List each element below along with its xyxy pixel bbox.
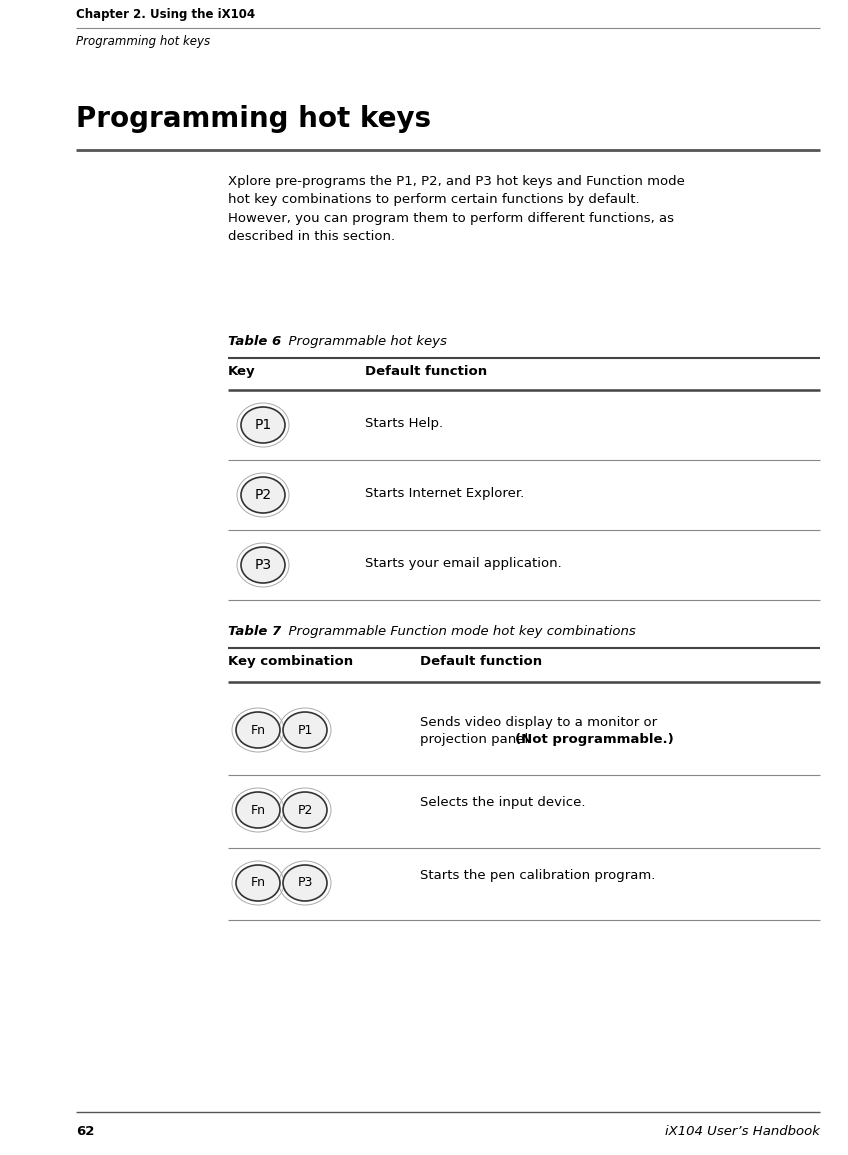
Text: Xplore pre-programs the P1, P2, and P3 hot keys and Function mode
hot key combin: Xplore pre-programs the P1, P2, and P3 h… (228, 176, 685, 244)
Ellipse shape (236, 792, 280, 828)
Text: Starts the pen calibration program.: Starts the pen calibration program. (420, 869, 656, 882)
Text: P2: P2 (298, 804, 313, 817)
Text: (Not programmable.): (Not programmable.) (516, 733, 674, 746)
Text: Programming hot keys: Programming hot keys (76, 105, 431, 133)
Text: Default function: Default function (365, 365, 487, 378)
Text: P1: P1 (298, 723, 313, 737)
Text: 62: 62 (76, 1125, 94, 1138)
Text: projection panel.: projection panel. (420, 733, 537, 746)
Text: Programmable Function mode hot key combinations: Programmable Function mode hot key combi… (280, 625, 636, 638)
Ellipse shape (283, 792, 327, 828)
Text: Key: Key (228, 365, 255, 378)
Ellipse shape (236, 711, 280, 748)
Text: Key combination: Key combination (228, 655, 353, 668)
Text: P3: P3 (298, 877, 313, 889)
Text: Fn: Fn (250, 877, 265, 889)
Ellipse shape (283, 865, 327, 901)
Text: Fn: Fn (250, 723, 265, 737)
Text: Starts Help.: Starts Help. (365, 417, 444, 430)
Text: iX104 User’s Handbook: iX104 User’s Handbook (665, 1125, 820, 1138)
Text: Sends video display to a monitor or: Sends video display to a monitor or (420, 716, 657, 729)
Text: Fn: Fn (250, 804, 265, 817)
Text: P1: P1 (254, 418, 271, 432)
Text: Chapter 2. Using the iX104: Chapter 2. Using the iX104 (76, 8, 255, 21)
Ellipse shape (241, 547, 285, 583)
Text: Table 7: Table 7 (228, 625, 282, 638)
Text: Selects the input device.: Selects the input device. (420, 796, 585, 808)
Text: Starts Internet Explorer.: Starts Internet Explorer. (365, 487, 524, 500)
Text: Programmable hot keys: Programmable hot keys (280, 335, 447, 348)
Text: P2: P2 (254, 489, 271, 502)
Text: Default function: Default function (420, 655, 542, 668)
Ellipse shape (236, 865, 280, 901)
Text: P3: P3 (254, 558, 271, 572)
Ellipse shape (283, 711, 327, 748)
Ellipse shape (241, 407, 285, 444)
Text: Table 6: Table 6 (228, 335, 282, 348)
Ellipse shape (241, 477, 285, 513)
Text: Starts your email application.: Starts your email application. (365, 557, 561, 571)
Text: Programming hot keys: Programming hot keys (76, 35, 210, 49)
